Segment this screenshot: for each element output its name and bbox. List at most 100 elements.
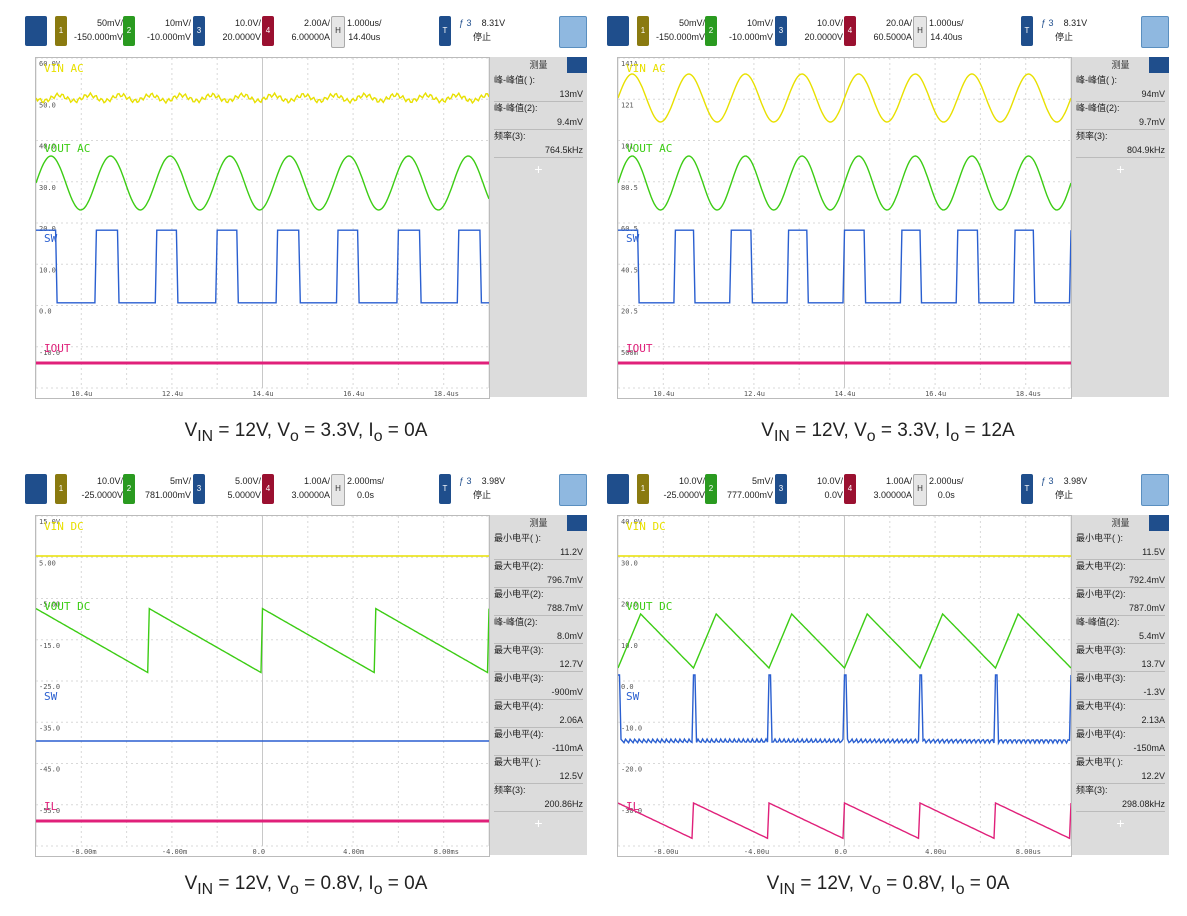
measurement-row[interactable]: 峰-峰值( ): 94mV — [1072, 73, 1169, 102]
measurement-label: 最大电平(4): — [1076, 701, 1126, 711]
panel-collapse-icon[interactable] — [567, 515, 587, 531]
measurement-row[interactable]: 最大电平(4): 2.06A — [490, 699, 587, 728]
menu-icon[interactable] — [607, 16, 629, 46]
channel-1-button[interactable]: 1 — [637, 16, 649, 46]
menu-icon[interactable] — [25, 474, 47, 504]
trace-label: VOUT DC — [44, 600, 90, 613]
waveform-display: 40.0V 30.0 20.0 10.0 0.0 -10.0 -20.0 -30.0 -8.00… — [617, 515, 1072, 857]
measurement-value: -900mV — [494, 685, 583, 700]
measurement-row[interactable]: 最大电平(3): 13.7V — [1072, 643, 1169, 672]
time-offset: 14.40us — [348, 32, 381, 42]
trigger-button[interactable]: T — [439, 474, 451, 504]
channel-1-button[interactable]: 1 — [55, 474, 67, 504]
channel-3-scale: 10.0V/ — [816, 18, 843, 28]
channel-1-scale: 10.0V/ — [96, 476, 123, 486]
add-measurement-icon[interactable]: + — [1116, 161, 1125, 177]
measurement-row[interactable]: 峰-峰值( ): 13mV — [490, 73, 587, 102]
caption-sub: o — [872, 880, 881, 898]
measurement-row[interactable]: 最小电平(3): -900mV — [490, 671, 587, 700]
panel-collapse-icon[interactable] — [1149, 515, 1169, 531]
horizontal-button[interactable]: H — [331, 474, 345, 506]
channel-4-scale: 2.00A/ — [303, 18, 330, 28]
run-status: 停止 — [1055, 32, 1074, 42]
horizontal-button[interactable]: H — [913, 474, 927, 506]
measurement-label: 最小电平(3): — [494, 673, 544, 683]
channel-1-button[interactable]: 1 — [637, 474, 649, 504]
measurement-row[interactable]: 峰-峰值(2): 9.7mV — [1072, 101, 1169, 130]
channel-3-button[interactable]: 3 — [775, 474, 787, 504]
measurement-row[interactable]: 最大电平( ): 12.5V — [490, 755, 587, 784]
menu-icon[interactable] — [25, 16, 47, 46]
caption-text: = 3.3V, I — [298, 420, 374, 441]
channel-3-button[interactable]: 3 — [193, 16, 205, 46]
measurement-row[interactable]: 频率(3): 804.9kHz — [1072, 129, 1169, 158]
trace-label: SW — [44, 690, 58, 703]
measurement-row[interactable]: 峰-峰值(2): 9.4mV — [490, 101, 587, 130]
add-measurement-icon[interactable]: + — [534, 161, 543, 177]
measurement-row[interactable]: 频率(3): 200.86Hz — [490, 783, 587, 812]
channel-1-button[interactable]: 1 — [55, 16, 67, 46]
measurement-row[interactable]: 最小电平(3): -1.3V — [1072, 671, 1169, 700]
display-toggle-icon[interactable] — [1141, 474, 1169, 506]
measurement-row[interactable]: 最小电平(2): 788.7mV — [490, 587, 587, 616]
measurement-header: 测量 — [490, 57, 587, 73]
channel-3-button[interactable]: 3 — [193, 474, 205, 504]
channel-2-settings: 10mV/ -10.000mV — [721, 16, 773, 44]
measurement-row[interactable]: 最大电平(2): 792.4mV — [1072, 559, 1169, 588]
caption-4: VIN = 12V, Vo = 0.8V, Io = 0A — [607, 873, 1169, 899]
measurement-row[interactable]: 峰-峰值(2): 8.0mV — [490, 615, 587, 644]
panel-collapse-icon[interactable] — [567, 57, 587, 73]
measurement-label: 频率(3): — [1076, 131, 1108, 141]
trigger-level: 3.98V — [1063, 476, 1088, 486]
channel-3-button[interactable]: 3 — [775, 16, 787, 46]
measurement-row[interactable]: 最小电平( ): 11.5V — [1072, 531, 1169, 560]
caption-sub: IN — [773, 427, 790, 445]
add-measurement-icon[interactable]: + — [1116, 815, 1125, 831]
measurement-row[interactable]: 最大电平(4): 2.13A — [1072, 699, 1169, 728]
add-measurement-icon[interactable]: + — [534, 815, 543, 831]
measurement-row[interactable]: 峰-峰值(2): 5.4mV — [1072, 615, 1169, 644]
channel-2-button[interactable]: 2 — [123, 16, 135, 46]
display-toggle-icon[interactable] — [559, 474, 587, 506]
timebase-settings: 2.000ms/0.0s — [347, 474, 384, 502]
horizontal-button[interactable]: H — [913, 16, 927, 48]
channel-4-button[interactable]: 4 — [262, 474, 274, 504]
measurement-row[interactable]: 最小电平(4): -150mA — [1072, 727, 1169, 756]
y-tick-label: 30.0 — [39, 184, 56, 192]
measurement-row[interactable]: 频率(3): 298.08kHz — [1072, 783, 1169, 812]
channel-1-scale: 10.0V/ — [678, 476, 705, 486]
x-tick-label: 8.00us — [1016, 848, 1041, 856]
channel-4-button[interactable]: 4 — [844, 16, 856, 46]
measurement-row[interactable]: 最大电平( ): 12.2V — [1072, 755, 1169, 784]
measurement-row[interactable]: 最小电平(4): -110mA — [490, 727, 587, 756]
y-tick-label: 10.0 — [621, 642, 638, 650]
display-toggle-icon[interactable] — [559, 16, 587, 48]
measurement-row[interactable]: 最小电平( ): 11.2V — [490, 531, 587, 560]
trigger-button[interactable]: T — [1021, 16, 1033, 46]
channel-4-scale: 20.0A/ — [885, 18, 912, 28]
horizontal-button[interactable]: H — [331, 16, 345, 48]
measurement-row[interactable]: 最大电平(3): 12.7V — [490, 643, 587, 672]
trigger-settings: ƒ 3 3.98V 停止 — [1041, 474, 1087, 502]
y-tick-label: 20.0 — [39, 225, 56, 233]
measurement-row[interactable]: 频率(3): 764.5kHz — [490, 129, 587, 158]
channel-2-button[interactable]: 2 — [123, 474, 135, 504]
caption-text: V — [766, 873, 780, 894]
x-tick-label: 12.4u — [744, 390, 765, 398]
measurement-row[interactable]: 最小电平(2): 787.0mV — [1072, 587, 1169, 616]
channel-4-button[interactable]: 4 — [844, 474, 856, 504]
channel-4-button[interactable]: 4 — [262, 16, 274, 46]
channel-3-scale: 5.00V/ — [234, 476, 261, 486]
timebase-settings: 1.000us/14.40us — [347, 16, 382, 44]
menu-icon[interactable] — [607, 474, 629, 504]
trigger-button[interactable]: T — [1021, 474, 1033, 504]
channel-2-button[interactable]: 2 — [705, 474, 717, 504]
display-toggle-icon[interactable] — [1141, 16, 1169, 48]
y-tick-label: -15.0 — [39, 642, 60, 650]
channel-2-button[interactable]: 2 — [705, 16, 717, 46]
measurement-panel: 测量 峰-峰值( ): 13mV 峰-峰值(2): 9.4mV 频率(3): 764.5kH… — [490, 57, 587, 397]
trigger-button[interactable]: T — [439, 16, 451, 46]
measurement-row[interactable]: 最大电平(2): 796.7mV — [490, 559, 587, 588]
measurement-label: 频率(3): — [1076, 785, 1108, 795]
panel-collapse-icon[interactable] — [1149, 57, 1169, 73]
